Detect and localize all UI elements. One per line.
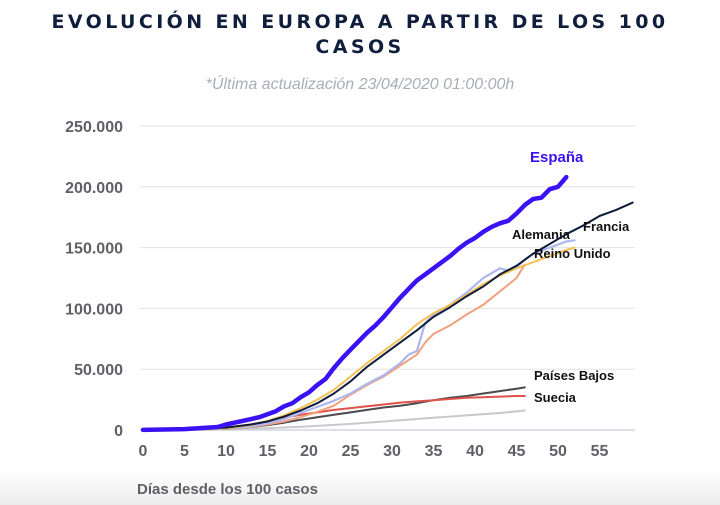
x-tick-label: 45 <box>508 443 526 460</box>
series-label-alemania: Alemania <box>512 227 571 242</box>
x-tick-label: 40 <box>466 443 484 460</box>
x-tick-label: 25 <box>342 443 360 460</box>
x-tick-label: 55 <box>591 443 609 460</box>
series-labels: España Francia Reino Unido Alemania Suecia Pa… <box>512 149 630 405</box>
series-line-francia <box>142 201 634 431</box>
gridlines <box>140 125 635 431</box>
x-tick-label: 0 <box>139 443 148 460</box>
series-label-suecia: Suecia <box>534 390 577 405</box>
series-label-reino-unido: Reino Unido <box>534 246 611 261</box>
y-tick-label: 100.000 <box>65 301 123 318</box>
y-axis-ticks: 0 50.000 100.000 150.000 200.000 250.000 <box>65 119 123 440</box>
series-line-espana <box>140 174 569 433</box>
series-lines <box>140 174 634 433</box>
chart-title: EVOLUCIÓN EN EUROPA A PARTIR DE LOS 100 … <box>0 10 720 60</box>
y-tick-label: 0 <box>114 423 123 440</box>
y-tick-label: 50.000 <box>74 362 123 379</box>
y-tick-label: 150.000 <box>65 241 123 258</box>
y-tick-label: 200.000 <box>65 180 123 197</box>
series-label-espana: España <box>530 149 584 166</box>
x-tick-label: 20 <box>300 443 318 460</box>
series-line-italia <box>142 263 526 431</box>
chart-title-line-1: EVOLUCIÓN EN EUROPA A PARTIR DE LOS 100 <box>51 11 669 33</box>
series-label-paises-bajos: Países Bajos <box>534 368 614 383</box>
x-axis-label: Días desde los 100 casos <box>137 481 318 498</box>
x-tick-label: 35 <box>425 443 443 460</box>
x-tick-label: 5 <box>180 443 189 460</box>
x-tick-label: 10 <box>217 443 235 460</box>
x-tick-label: 50 <box>549 443 567 460</box>
series-label-francia: Francia <box>583 219 630 234</box>
y-tick-label: 250.000 <box>65 119 123 136</box>
x-axis-ticks: 0 5 10 15 20 25 30 35 40 45 50 55 <box>139 443 609 460</box>
chart-subtitle: *Última actualización 23/04/2020 01:00:0… <box>205 76 515 93</box>
chart-title-line-2: CASOS <box>315 36 405 58</box>
x-tick-label: 15 <box>259 443 277 460</box>
x-tick-label: 30 <box>383 443 401 460</box>
